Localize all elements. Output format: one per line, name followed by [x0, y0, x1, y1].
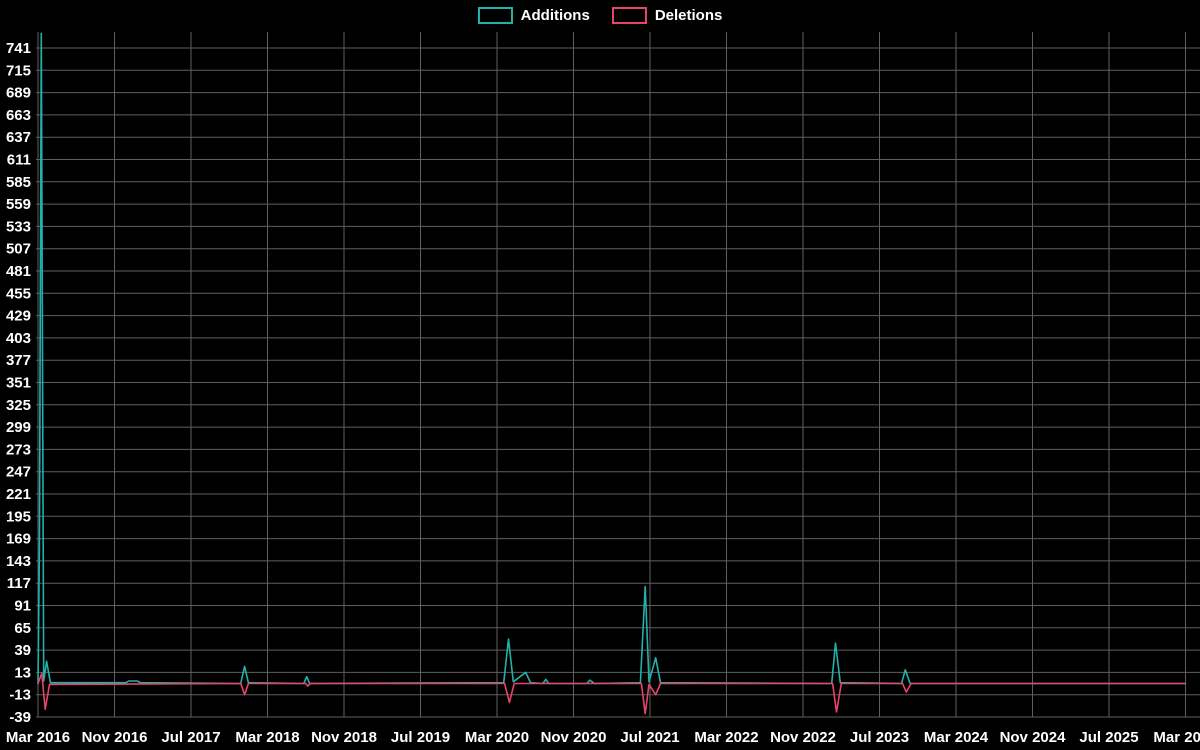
x-tick-label: Mar 2022 — [694, 729, 758, 746]
y-tick-label: 39 — [14, 642, 31, 659]
gridlines — [36, 32, 1200, 718]
x-tick-label: Mar 2024 — [924, 729, 989, 746]
legend-label-additions: Additions — [520, 7, 590, 24]
x-tick-label: Jul 2017 — [161, 729, 220, 746]
x-tick-label: Mar 2026 — [1153, 729, 1200, 746]
axis-tick-labels: 741 715 689 663 637 611 585 559 533 507 481 455 429 4… — [6, 40, 1200, 746]
y-tick-label: 741 — [6, 40, 31, 57]
y-tick-label: 663 — [6, 107, 31, 124]
x-tick-label: Mar 2020 — [465, 729, 529, 746]
additions-line — [37, 32, 1187, 685]
y-tick-label: 169 — [6, 531, 31, 548]
x-tick-label: Nov 2024 — [1000, 729, 1067, 746]
y-tick-label: 273 — [6, 441, 31, 458]
x-tick-label: Jul 2025 — [1079, 729, 1138, 746]
data-series — [37, 32, 1187, 715]
y-tick-label: 637 — [6, 129, 31, 146]
legend-item-deletions: Deletions — [611, 7, 723, 24]
legend-item-additions: Additions — [477, 7, 590, 24]
y-tick-label: 429 — [6, 308, 31, 325]
y-tick-label: 299 — [6, 419, 31, 436]
x-tick-label: Nov 2022 — [770, 729, 836, 746]
y-tick-label: 689 — [6, 85, 31, 102]
additions-swatch-icon — [477, 7, 513, 24]
x-tick-label: Jul 2021 — [620, 729, 679, 746]
x-tick-label: Jul 2019 — [391, 729, 450, 746]
y-tick-label: 507 — [6, 241, 31, 258]
y-tick-label: 403 — [6, 330, 31, 347]
x-tick-label: Nov 2016 — [82, 729, 148, 746]
y-tick-label: 377 — [6, 352, 31, 369]
y-tick-label: 559 — [6, 196, 31, 213]
x-tick-label: Nov 2020 — [541, 729, 607, 746]
y-tick-label: 585 — [6, 174, 31, 191]
y-tick-label: 143 — [6, 553, 31, 570]
deletions-swatch-icon — [611, 7, 647, 24]
legend-label-deletions: Deletions — [654, 7, 723, 24]
y-tick-label: 351 — [6, 375, 31, 392]
y-tick-label: -39 — [9, 709, 31, 726]
y-tick-label: 13 — [14, 664, 31, 681]
x-tick-label: Mar 2018 — [235, 729, 299, 746]
y-tick-label: 247 — [6, 464, 31, 481]
deletions-line — [37, 672, 1187, 715]
x-tick-label: Mar 2016 — [6, 729, 70, 746]
y-tick-label: 195 — [6, 508, 31, 525]
y-tick-label: 325 — [6, 397, 31, 414]
chart-legend: Additions Deletions — [0, 7, 1200, 24]
y-tick-label: 91 — [14, 598, 31, 615]
y-tick-label: 117 — [7, 575, 31, 592]
x-tick-label: Nov 2018 — [311, 729, 377, 746]
y-tick-label: 455 — [6, 285, 31, 302]
y-tick-label: 221 — [6, 486, 31, 503]
x-tick-label: Jul 2023 — [850, 729, 909, 746]
y-tick-label: 65 — [14, 620, 31, 637]
y-tick-label: 611 — [7, 152, 31, 169]
y-tick-label: 715 — [6, 62, 31, 79]
y-tick-label: -13 — [9, 687, 31, 704]
y-tick-label: 533 — [6, 218, 31, 235]
y-tick-label: 481 — [6, 263, 31, 280]
